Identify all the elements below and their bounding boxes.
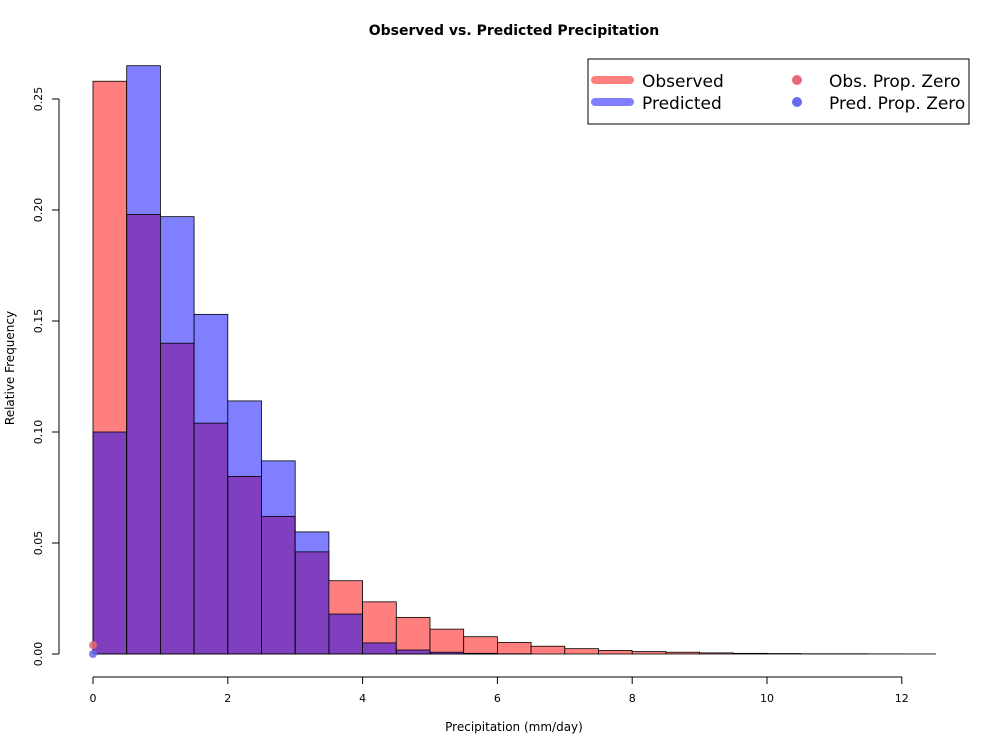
y-tick-label-5: 0.25 — [32, 87, 45, 112]
observed-bar-18 — [699, 652, 734, 654]
overlap-bar-2 — [160, 343, 195, 654]
y-axis-label: Relative Frequency — [3, 311, 17, 425]
predicted-bar-1 — [126, 65, 161, 215]
overlap-bar-7 — [328, 614, 363, 654]
observed-bar-9 — [396, 617, 430, 651]
x-tick-label-6: 12 — [895, 692, 909, 705]
legend-pred-zero-dot — [792, 97, 802, 107]
observed-bar-17 — [665, 652, 700, 654]
x-tick-label-4: 8 — [629, 692, 636, 705]
y-tick-label-2: 0.10 — [32, 420, 45, 445]
overlap-bar-0 — [93, 432, 127, 654]
observed-bar-15 — [598, 650, 633, 654]
legend-pred-zero-label: Pred. Prop. Zero — [829, 94, 965, 114]
overlap-bar-6 — [295, 551, 329, 654]
predicted-bar-4 — [227, 400, 262, 477]
observed-bar-13 — [531, 646, 565, 654]
pred-prop-zero-point — [89, 650, 97, 658]
predicted-bar-6 — [295, 531, 329, 552]
legend-obs-zero-label: Obs. Prop. Zero — [829, 72, 961, 92]
obs-prop-zero-point — [89, 641, 97, 650]
observed-bar-14 — [564, 648, 599, 654]
overlap-bar-10 — [430, 652, 464, 654]
observed-bar-0 — [93, 81, 127, 433]
bars-group — [92, 65, 936, 655]
observed-bar-16 — [632, 651, 666, 654]
legend-predicted-label: Predicted — [642, 94, 722, 114]
overlap-bar-1 — [126, 214, 161, 654]
x-tick-label-2: 4 — [359, 692, 366, 705]
prop-zero-points — [89, 641, 97, 658]
overlap-bar-9 — [396, 650, 430, 654]
predicted-bar-3 — [194, 314, 228, 424]
x-tick-label-1: 2 — [224, 692, 231, 705]
x-tick-label-5: 10 — [760, 692, 774, 705]
x-tick-label-0: 0 — [90, 692, 97, 705]
predicted-bar-5 — [261, 460, 296, 517]
legend-obs-zero-dot — [792, 75, 802, 85]
observed-bar-8 — [362, 601, 397, 643]
observed-bar-7 — [328, 580, 363, 615]
x-axis-label: Precipitation (mm/day) — [445, 720, 583, 734]
legend: Observed Predicted Obs. Prop. Zero Pred.… — [587, 58, 970, 125]
legend-observed-label: Observed — [642, 72, 724, 92]
observed-bar-11 — [463, 636, 498, 654]
predicted-outline-11 — [463, 652, 498, 655]
observed-bar-10 — [430, 629, 464, 653]
y-axis: 0.00 0.05 0.10 0.15 0.20 0.25 — [32, 87, 60, 667]
observed-outline-19 — [732, 652, 768, 655]
y-tick-label-4: 0.20 — [32, 198, 45, 223]
y-tick-label-3: 0.15 — [32, 309, 45, 334]
overlap-bar-8 — [362, 642, 397, 654]
overlap-bar-3 — [194, 423, 228, 654]
x-axis: 0 2 4 6 8 10 12 — [90, 676, 909, 705]
chart-title: Observed vs. Predicted Precipitation — [369, 23, 659, 39]
overlap-bar-5 — [261, 516, 296, 654]
observed-bar-12 — [497, 642, 532, 654]
overlap-bar-4 — [227, 476, 262, 654]
y-tick-label-1: 0.05 — [32, 531, 45, 556]
legend-box — [587, 58, 970, 125]
y-tick-label-0: 0.00 — [32, 642, 45, 667]
x-tick-label-3: 6 — [494, 692, 501, 705]
predicted-bar-2 — [160, 216, 195, 344]
